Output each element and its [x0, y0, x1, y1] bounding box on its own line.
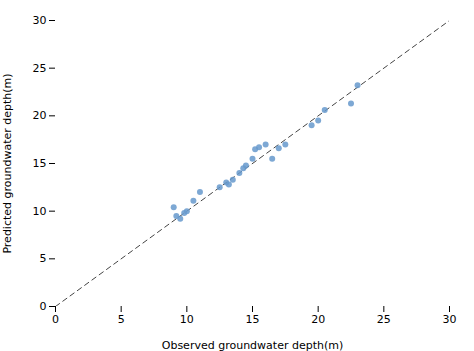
svg-text:30: 30 [443, 313, 457, 326]
svg-text:25: 25 [377, 313, 391, 326]
svg-text:0: 0 [52, 313, 59, 326]
svg-text:Observed groundwater depth(m): Observed groundwater depth(m) [162, 339, 344, 351]
svg-text:20: 20 [33, 109, 47, 122]
svg-text:10: 10 [33, 205, 47, 218]
svg-text:25: 25 [33, 62, 47, 75]
svg-text:Predicted groundwater depth(m): Predicted groundwater depth(m) [1, 73, 14, 253]
svg-text:15: 15 [246, 313, 260, 326]
svg-text:30: 30 [33, 14, 47, 27]
svg-text:10: 10 [180, 313, 194, 326]
svg-text:5: 5 [118, 313, 125, 326]
svg-text:15: 15 [33, 157, 47, 170]
svg-text:5: 5 [40, 252, 47, 265]
svg-text:0: 0 [40, 300, 47, 313]
svg-text:20: 20 [311, 313, 325, 326]
